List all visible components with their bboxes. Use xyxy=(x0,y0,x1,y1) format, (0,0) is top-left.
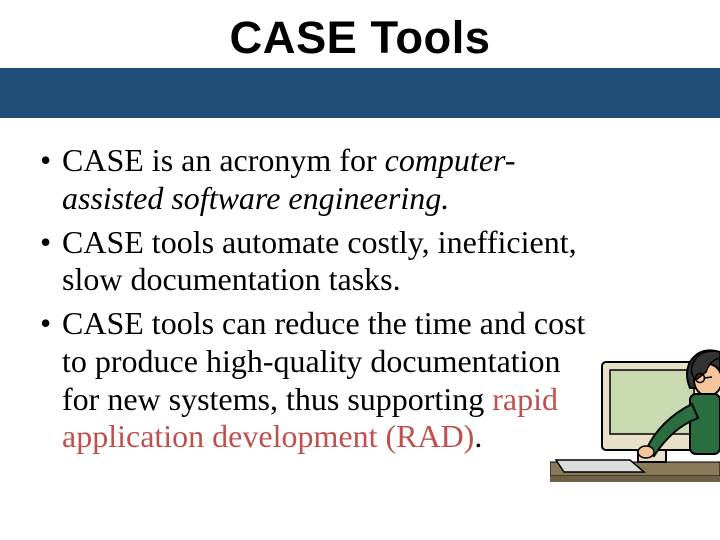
slide: CASE Tools CASE is an acronym for comput… xyxy=(0,0,720,540)
bullet-item: CASE tools automate costly, inefficient,… xyxy=(38,224,598,300)
bullet-list: CASE is an acronym for computer-assisted… xyxy=(38,142,598,456)
slide-title: CASE Tools xyxy=(0,0,720,64)
bullet-text: CASE tools automate costly, inefficient,… xyxy=(62,224,577,298)
bullet-item: CASE tools can reduce the time and cost … xyxy=(38,305,598,456)
clipart-person-at-computer xyxy=(550,292,720,492)
bullet-text: . xyxy=(474,418,482,454)
title-underline-band xyxy=(0,68,720,118)
slide-body: CASE is an acronym for computer-assisted… xyxy=(38,142,598,462)
bullet-item: CASE is an acronym for computer-assisted… xyxy=(38,142,598,218)
bullet-text: CASE is an acronym for xyxy=(62,142,385,178)
